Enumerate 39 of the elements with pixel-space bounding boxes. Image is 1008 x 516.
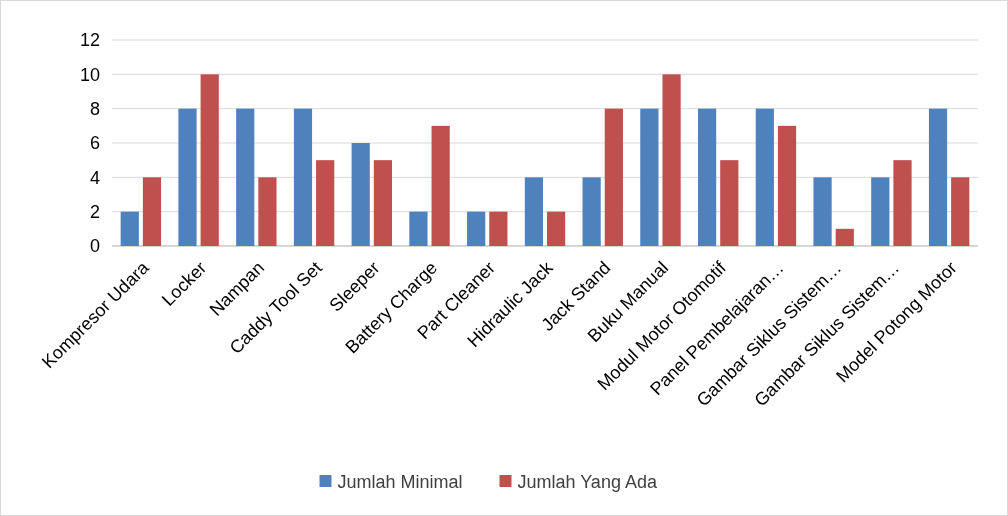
bar [316, 160, 335, 246]
bar [951, 177, 970, 246]
y-tick-label: 12 [79, 30, 100, 51]
bar [893, 160, 912, 246]
bar [697, 108, 717, 246]
y-tick-label: 0 [89, 236, 100, 257]
bar [604, 108, 623, 246]
bar [777, 125, 797, 246]
bar [431, 125, 450, 246]
bar [351, 143, 370, 246]
bar [142, 177, 162, 246]
bar [547, 211, 566, 246]
bar [582, 177, 601, 246]
bar [258, 177, 277, 246]
y-tick-label: 6 [89, 133, 100, 154]
y-tick-label: 4 [89, 167, 100, 188]
legend-label: Jumlah Minimal [337, 472, 463, 493]
y-tick-label: 2 [89, 201, 100, 222]
bar [871, 177, 890, 246]
bar [293, 108, 313, 246]
bar [200, 74, 219, 246]
legend-label: Jumlah Yang Ada [517, 472, 658, 493]
bar [178, 108, 197, 246]
bar [662, 74, 681, 246]
bar [813, 177, 832, 246]
y-tick-label: 10 [79, 64, 100, 85]
bar [835, 228, 854, 246]
bar [928, 108, 948, 246]
y-tick-label: 8 [89, 98, 100, 119]
bar [720, 160, 739, 246]
bar [489, 211, 508, 246]
bar [409, 211, 428, 246]
bar [467, 211, 486, 246]
bar [373, 160, 393, 246]
bar [524, 177, 543, 246]
bar [120, 211, 139, 246]
bar [755, 108, 774, 246]
bar [640, 108, 659, 246]
bar [236, 108, 255, 246]
